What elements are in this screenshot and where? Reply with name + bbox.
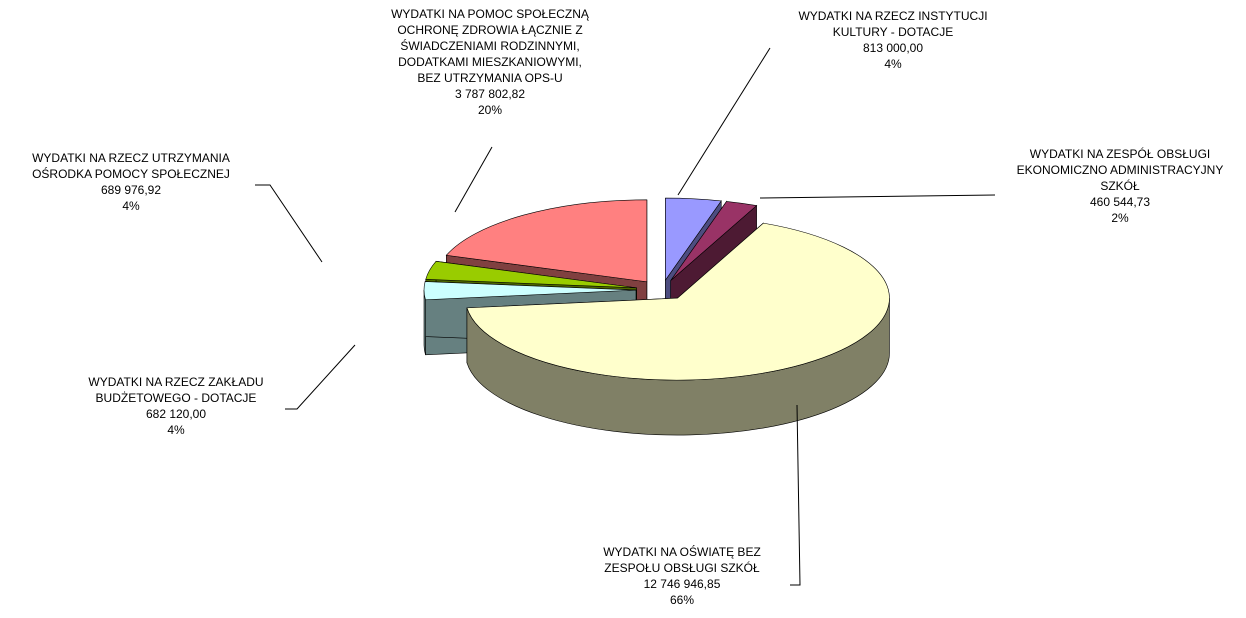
slice-label: WYDATKI NA POMOC SPOŁECZNĄ [391,7,590,21]
percent-label: 2% [1111,211,1129,225]
leader-line [285,344,356,410]
value-label: 813 000,00 [863,41,923,55]
slice-label: BUDŻETOWEGO - DOTACJE [96,391,257,405]
slice-label: EKONOMICZNO ADMINISTRACYJNY [1017,163,1224,177]
slice [423,281,637,301]
slice-label: SZKÓŁ [1100,178,1140,193]
slice-label: OŚRODKA POMOCY SPOŁECZNEJ [32,166,230,181]
percent-label: 66% [670,593,694,607]
slice [466,222,890,381]
slice-label: WYDATKI NA OŚWIATĘ BEZ [603,544,761,559]
slice [445,199,648,283]
labels: WYDATKI NA RZECZ INSTYTUCJI KULTURY - DOT… [32,7,1223,607]
slice-label: ZESPOŁU OBSŁUGI SZKÓŁ [604,560,760,575]
leader-line [677,47,771,196]
percent-label: 4% [122,199,140,213]
slice [425,260,637,289]
slice-label: ŚWIADCZENIAMI RODZINNYMI, [400,38,579,53]
slice-label: WYDATKI NA RZECZ UTRZYMANIA [32,151,230,165]
slice-label: KULTURY - DOTACJE [833,25,953,39]
slice-label: OCHRONĘ ZDROWIA ŁĄCZNIE Z [397,23,582,37]
value-label: 3 787 802,82 [455,87,525,101]
slice [665,197,722,281]
percent-label: 4% [167,423,185,437]
leader-line [759,194,996,199]
pie [423,197,890,436]
percent-label: 20% [478,103,502,117]
leader-line [255,184,323,263]
value-label: 689 976,92 [101,183,161,197]
slice-label: WYDATKI NA RZECZ ZAKŁADU [88,375,263,389]
value-label: 460 544,73 [1090,195,1150,209]
slice [670,201,758,281]
percent-label: 4% [884,57,902,71]
value-label: 682 120,00 [146,407,206,421]
value-label: 12 746 946,85 [644,577,721,591]
slice-label: WYDATKI NA RZECZ INSTYTUCJI [798,9,987,23]
leader-line [454,146,493,213]
slice-label: WYDATKI NA ZESPÓŁ OBSŁUGI [1030,146,1211,161]
slice-label: BEZ UTRZYMANIA OPS-U [417,71,562,85]
leader-line [790,404,801,586]
slice-label: DODATKAMI MIESZKANIOWYMI, [398,55,582,69]
